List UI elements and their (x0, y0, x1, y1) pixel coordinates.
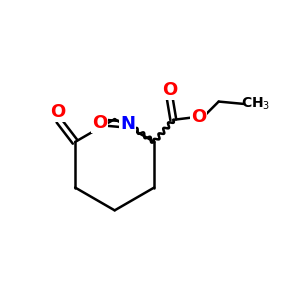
Text: O: O (191, 108, 206, 126)
Text: N: N (120, 115, 135, 133)
Text: O: O (50, 103, 65, 121)
Text: O: O (92, 114, 107, 132)
Text: O: O (162, 81, 177, 99)
Text: CH$_3$: CH$_3$ (242, 95, 271, 112)
